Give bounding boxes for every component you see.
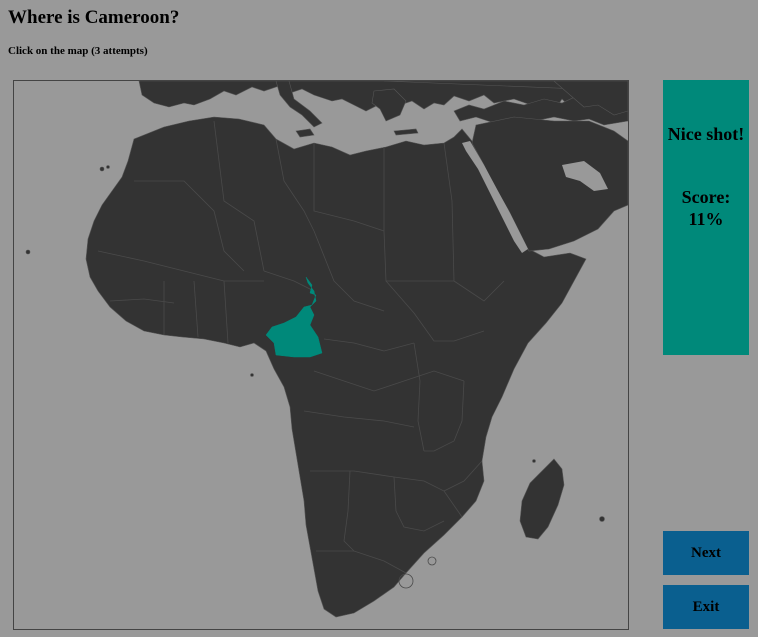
score-label: Score:	[681, 187, 731, 207]
exit-button[interactable]: Exit	[663, 585, 749, 629]
canary-island-2	[106, 165, 110, 169]
madagascar-landmass[interactable]	[519, 458, 565, 540]
comoros-island	[532, 459, 536, 463]
feedback-panel: Nice shot! Score: 11%	[663, 80, 749, 355]
caucasus-landmass[interactable]	[553, 81, 628, 116]
map-canvas[interactable]	[13, 80, 629, 630]
instructions: Click on the map (3 attempts)	[8, 45, 148, 57]
country-borders	[97, 120, 505, 589]
page-title: Where is Cameroon?	[8, 7, 180, 28]
mauritius-island	[599, 516, 605, 522]
africa-landmass[interactable]	[85, 116, 587, 618]
africa-map[interactable]	[14, 81, 628, 629]
feedback-message: Nice shot!	[667, 124, 745, 144]
bioko-island	[250, 373, 254, 377]
italy-landmass[interactable]	[275, 81, 323, 128]
persian-gulf	[562, 161, 608, 191]
greece-landmass[interactable]	[371, 88, 407, 122]
red-sea	[462, 141, 528, 253]
canary-island	[99, 166, 105, 172]
cameroon-country[interactable]	[265, 276, 323, 358]
sicily-landmass[interactable]	[295, 128, 315, 138]
crete-landmass[interactable]	[393, 128, 419, 136]
score-value: 11%	[688, 209, 724, 229]
next-button[interactable]: Next	[663, 531, 749, 575]
cape-verde-island	[25, 249, 31, 255]
